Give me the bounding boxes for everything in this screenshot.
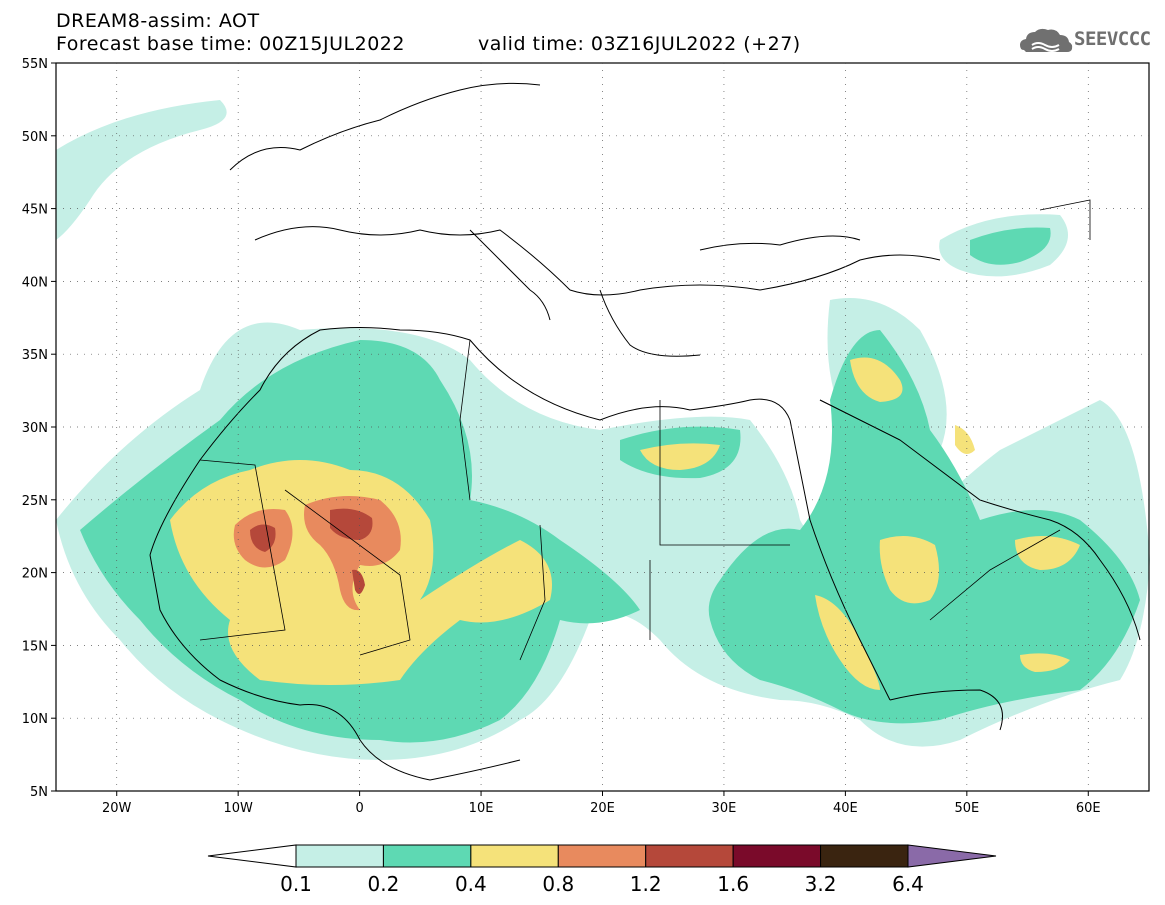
colorbar-label: 0.8 [542,872,574,896]
lon-tick-label: 0 [355,801,363,816]
colorbar-swatch [820,844,909,868]
axis-labels: 5N 10N 15N 20N 25N 30N 35N 40N 45N 50N 55N 20W 10W 0 1… [22,57,1101,816]
lat-tick-label: 55N [22,57,48,72]
aot-contours [56,100,1150,760]
lat-tick-label: 40N [22,275,48,290]
graticule [56,63,1149,791]
colorbar-swatch [907,844,997,868]
contour-0.2-arabia [708,330,1140,724]
lon-tick-label: 10E [469,801,494,816]
contour-0.4-saudi [879,536,939,604]
lon-tick-label: 10W [223,801,253,816]
contour-0.2-caspian [970,227,1051,265]
lon-tick-label: 50E [954,801,979,816]
lat-tick-label: 50N [22,130,48,145]
contour-1.2-central [330,508,373,540]
colorbar-label: 6.4 [892,872,924,896]
lat-tick-label: 20N [22,567,48,582]
cloud-logo-icon [1020,28,1073,52]
colorbar-label: 0.2 [368,872,400,896]
lat-tick-label: 5N [30,785,48,800]
contour-0.1-north-atlantic [56,100,227,240]
contour-0.4-red-sea [815,595,880,690]
lat-tick-label: 30N [22,421,48,436]
map-title: DREAM8-assim: AOT [56,10,260,32]
lat-tick-label: 25N [22,494,48,509]
logo-text: SEEVCCC [1074,28,1151,50]
colorbar-label: 0.1 [280,872,312,896]
lat-tick-label: 45N [22,203,48,218]
colorbar-label: 0.4 [455,872,487,896]
colorbar-swatch [382,844,472,868]
colorbar-swatch [470,844,559,868]
colorbar-swatch [295,844,384,868]
colorbar-label: 3.2 [805,872,837,896]
contour-0.4-arabian-sea [1020,653,1070,672]
contour-1.2-south [352,569,365,594]
lon-tick-label: 20W [102,801,132,816]
contour-0.4-iraq [850,357,903,402]
lon-tick-label: 40E [833,801,858,816]
colorbar-swatch [645,844,734,868]
colorbar-swatch [732,844,822,868]
contour-0.8-central [304,496,401,611]
colorbar-swatch [557,844,647,868]
contour-0.4-oman [1015,536,1080,570]
lon-tick-label: 20E [590,801,615,816]
forecast-base-time: Forecast base time: 00Z15JUL2022 [56,33,405,55]
lon-tick-label: 30E [712,801,737,816]
lon-tick-label: 60E [1076,801,1101,816]
colorbar-label: 1.2 [630,872,662,896]
colorbar-swatch [207,844,297,868]
lat-tick-label: 35N [22,348,48,363]
contour-0.4-persian-gulf [955,425,975,454]
valid-time: valid time: 03Z16JUL2022 (+27) [478,33,801,55]
lat-tick-label: 10N [22,712,48,727]
colorbar-label: 1.6 [717,872,749,896]
lat-tick-label: 15N [22,639,48,654]
borders [199,199,1091,661]
colorbar: 0.1 0.2 0.4 0.8 1.2 1.6 3.2 6.4 [207,844,997,896]
